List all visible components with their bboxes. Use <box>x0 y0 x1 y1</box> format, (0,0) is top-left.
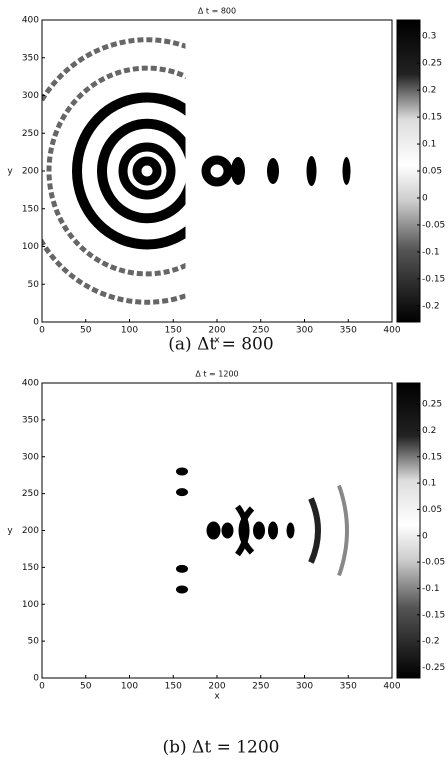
x-tick-label: 250 <box>252 682 269 692</box>
wave-blob <box>176 564 188 573</box>
colorbar-tick-label: -0.05 <box>422 558 445 568</box>
y-tick-label: 150 <box>22 563 39 573</box>
y-tick-label: 300 <box>22 91 39 101</box>
colorbar-tick-label: -0.25 <box>422 663 445 673</box>
wave-blob <box>306 156 317 186</box>
wave-arc <box>42 37 186 305</box>
colorbar-tick-label: -0.05 <box>422 220 445 230</box>
y-tick-label: 200 <box>22 167 39 177</box>
x-tick-label: 150 <box>165 326 182 336</box>
colorbar-tick-label: 0.2 <box>422 426 436 436</box>
colorbar <box>396 19 421 323</box>
wave-blob <box>176 488 188 497</box>
colorbar-tick-label: 0.25 <box>422 59 442 69</box>
wave-arc <box>97 118 186 224</box>
wave-arc <box>308 497 321 564</box>
y-tick-label: 0 <box>33 318 39 328</box>
x-tick-label: 350 <box>340 682 357 692</box>
colorbar-tick-label: -0.2 <box>422 637 440 647</box>
colorbar-tick-label: -0.1 <box>422 247 440 257</box>
wave-blob <box>286 522 295 539</box>
colorbar-tick-label: 0 <box>422 531 428 541</box>
colorbar-tick-label: 0.3 <box>422 32 436 42</box>
y-tick-label: 400 <box>22 379 39 389</box>
x-tick-label: 300 <box>296 326 313 336</box>
x-tick-label: 250 <box>252 326 269 336</box>
wave-ring <box>118 142 176 200</box>
x-tick-label: 0 <box>39 326 45 336</box>
y-tick-label: 400 <box>22 16 39 26</box>
wave-ring <box>201 155 233 187</box>
wave-arc <box>235 504 250 557</box>
colorbar-tick-label: 0.1 <box>422 479 436 489</box>
x-tick-label: 100 <box>121 326 138 336</box>
y-tick-label: 250 <box>22 489 39 499</box>
wave-blob <box>267 158 279 184</box>
x-tick-label: 300 <box>296 682 313 692</box>
y-tick-label: 250 <box>22 129 39 139</box>
wave-arc <box>46 65 186 277</box>
x-tick-label: 400 <box>383 326 400 336</box>
x-tick-label: 0 <box>39 682 45 692</box>
x-tick-label: 350 <box>340 326 357 336</box>
y-tick-label: 200 <box>22 526 39 536</box>
wave-blob <box>253 521 265 540</box>
caption: (a) Δt = 800 <box>168 335 273 355</box>
y-tick-label: 100 <box>22 242 39 252</box>
colorbar-tick-label: -0.15 <box>422 274 445 284</box>
y-axis-label: y <box>7 526 13 536</box>
plot-area <box>42 20 392 322</box>
y-tick-label: 100 <box>22 600 39 610</box>
y-tick-label: 350 <box>22 53 39 63</box>
wave-blob <box>221 522 234 539</box>
wave-arc <box>72 92 186 250</box>
chart-title: Δ t = 800 <box>198 7 236 16</box>
wave-arc <box>337 484 349 577</box>
x-axis-label: x <box>214 336 220 346</box>
heatmap <box>42 383 392 678</box>
heatmap <box>42 20 392 322</box>
colorbar-tick-label: -0.15 <box>422 610 445 620</box>
wave-blob <box>342 157 351 185</box>
colorbar <box>396 382 421 679</box>
y-tick-label: 300 <box>22 452 39 462</box>
x-tick-label: 200 <box>208 326 225 336</box>
wave-blob <box>176 585 188 594</box>
colorbar-tick-label: 0.2 <box>422 86 436 96</box>
wave-blob <box>176 467 188 476</box>
y-tick-label: 50 <box>28 637 40 647</box>
y-tick-label: 0 <box>33 674 39 684</box>
wave-blob <box>268 521 278 540</box>
colorbar-tick-label: -0.1 <box>422 584 440 594</box>
colorbar-tick-label: 0.25 <box>422 400 442 410</box>
colorbar-tick-label: 0.05 <box>422 167 442 177</box>
y-axis-label: y <box>7 167 13 177</box>
x-tick-label: 50 <box>80 682 92 692</box>
x-tick-label: 400 <box>383 682 400 692</box>
wave-blob <box>231 157 245 185</box>
colorbar-tick-label: 0.15 <box>422 452 442 462</box>
chart-title: Δ t = 1200 <box>195 370 238 379</box>
y-tick-label: 150 <box>22 204 39 214</box>
y-tick-label: 350 <box>22 415 39 425</box>
x-axis-label: x <box>214 692 220 702</box>
x-tick-label: 100 <box>121 682 138 692</box>
x-tick-label: 50 <box>80 326 92 336</box>
wave-ring <box>132 156 162 186</box>
caption: (b) Δt = 1200 <box>163 738 280 758</box>
colorbar-tick-label: 0.05 <box>422 505 442 515</box>
x-tick-label: 150 <box>165 682 182 692</box>
colorbar-tick-label: -0.2 <box>422 301 440 311</box>
colorbar-tick-label: 0.15 <box>422 113 442 123</box>
wave-blob <box>206 521 221 540</box>
x-tick-label: 200 <box>208 682 225 692</box>
colorbar-tick-label: 0.1 <box>422 140 436 150</box>
wave-arc <box>238 506 255 555</box>
colorbar-tick-label: 0 <box>422 193 428 203</box>
y-tick-label: 50 <box>28 280 40 290</box>
